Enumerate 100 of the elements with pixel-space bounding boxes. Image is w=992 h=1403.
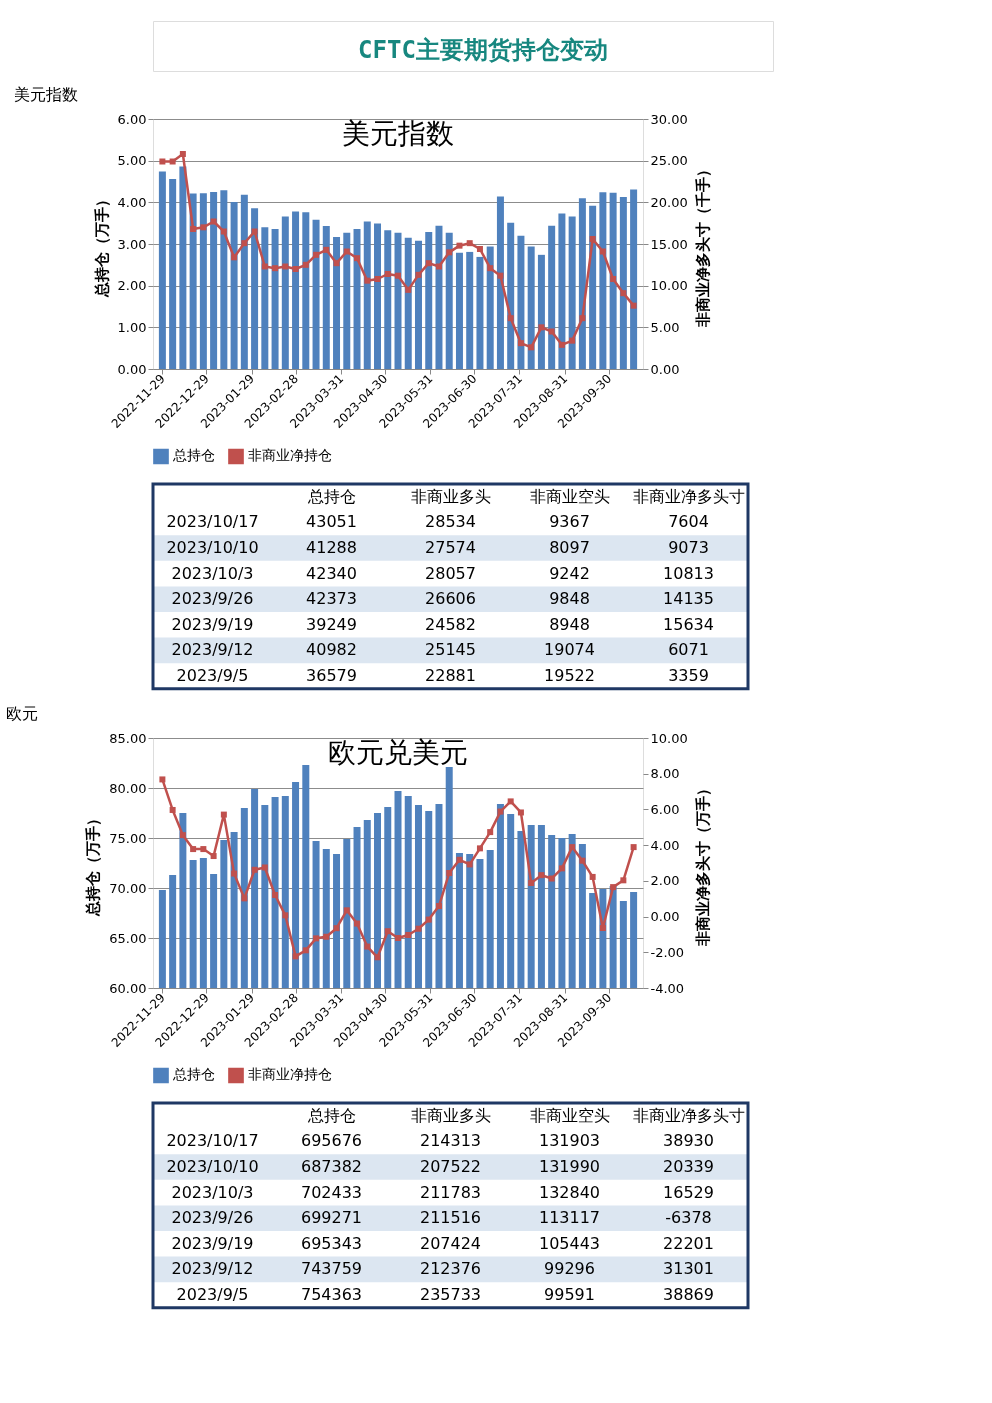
bar [261, 227, 269, 369]
category-label: 2023/9/19 [171, 1233, 254, 1253]
text: 207424 [419, 1233, 482, 1253]
point [179, 151, 186, 157]
category-label: 2023/10/3 [171, 1182, 254, 1202]
text: 41288 [306, 538, 357, 557]
bar [599, 192, 607, 369]
y2-tick-label: -2.00 [650, 944, 685, 960]
category-label: 非商业净多头寸 [632, 1105, 745, 1125]
bar [609, 192, 617, 369]
text: -6378 [665, 1208, 712, 1228]
point [169, 158, 176, 165]
bar [271, 229, 279, 369]
point [364, 943, 371, 950]
y-tick-label: 60.00 [109, 980, 147, 996]
point [569, 844, 576, 851]
bar [199, 193, 207, 369]
bar [251, 208, 259, 369]
text: 131903 [538, 1131, 601, 1151]
point [190, 226, 197, 232]
y2-tick-label: 30.00 [650, 111, 688, 127]
text: 14135 [663, 589, 714, 609]
point [466, 861, 473, 868]
point [159, 158, 166, 165]
text: 36579 [306, 666, 357, 685]
point [292, 266, 299, 272]
category-label: 非商业空头 [529, 1105, 610, 1125]
point [210, 853, 217, 860]
point [610, 276, 617, 282]
text: 9073 [668, 538, 709, 557]
text: 38869 [663, 1285, 714, 1304]
text: 207522 [419, 1157, 482, 1176]
point [405, 286, 412, 293]
point [241, 895, 248, 902]
chart-title: 美元指数 [342, 117, 454, 150]
legend-label: 非商业净持仓 [248, 447, 332, 464]
text: 16529 [663, 1182, 714, 1202]
point [507, 798, 514, 805]
text: 25145 [425, 640, 476, 660]
point [558, 341, 565, 348]
category-label: 2023/9/26 [171, 1208, 254, 1228]
category-label: 总持仓 [306, 1105, 356, 1125]
text: 687382 [300, 1157, 363, 1176]
point [620, 877, 627, 884]
text: 212376 [419, 1259, 482, 1279]
point [343, 907, 350, 914]
point [435, 263, 442, 270]
point [466, 240, 473, 247]
text: 26606 [425, 589, 476, 609]
text: 743759 [300, 1259, 363, 1279]
category-label: 2023/10/3 [171, 563, 254, 583]
category-label: 非商业净多头寸 [632, 486, 745, 506]
point [323, 246, 330, 253]
point [579, 315, 586, 322]
point [507, 315, 514, 322]
text: 699271 [300, 1208, 363, 1228]
point [538, 872, 545, 879]
point [599, 925, 606, 931]
text: 9848 [549, 589, 590, 609]
y-tick-label: 80.00 [109, 780, 147, 796]
category-label: 总持仓 [306, 486, 356, 506]
point [620, 290, 627, 297]
point [354, 255, 361, 262]
point [517, 340, 524, 347]
point [313, 935, 320, 942]
y-axis-title: 总持仓（万手） [92, 192, 111, 298]
point [548, 328, 555, 335]
category-label: 2023/9/12 [171, 1259, 254, 1279]
category-label: 2023/10/17 [166, 1131, 259, 1151]
text: 28057 [425, 563, 476, 583]
bar [445, 232, 453, 369]
text: 211516 [419, 1208, 482, 1228]
point [538, 324, 545, 331]
y2-tick-label: 20.00 [650, 194, 688, 210]
text: 131990 [538, 1157, 601, 1176]
y-tick-label: 4.00 [117, 194, 147, 210]
text: 43051 [306, 512, 357, 532]
point [261, 263, 268, 270]
text: 8948 [549, 614, 590, 634]
point [343, 248, 350, 255]
point [251, 866, 258, 873]
point [374, 276, 381, 282]
point [446, 249, 453, 256]
point [251, 228, 258, 235]
bar [537, 254, 545, 369]
point [241, 240, 248, 247]
point [313, 251, 320, 258]
bar [548, 225, 556, 369]
point [354, 920, 361, 927]
point [528, 344, 535, 351]
point [333, 925, 340, 932]
category-label: 2023/9/5 [176, 666, 249, 685]
point [456, 242, 463, 249]
y-tick-label: 5.00 [117, 153, 147, 169]
point [302, 947, 309, 954]
text: 132840 [538, 1182, 601, 1202]
point [425, 260, 432, 267]
text: 695343 [300, 1233, 363, 1253]
text: 211783 [419, 1182, 482, 1202]
category-label: 2023/9/19 [171, 614, 254, 634]
